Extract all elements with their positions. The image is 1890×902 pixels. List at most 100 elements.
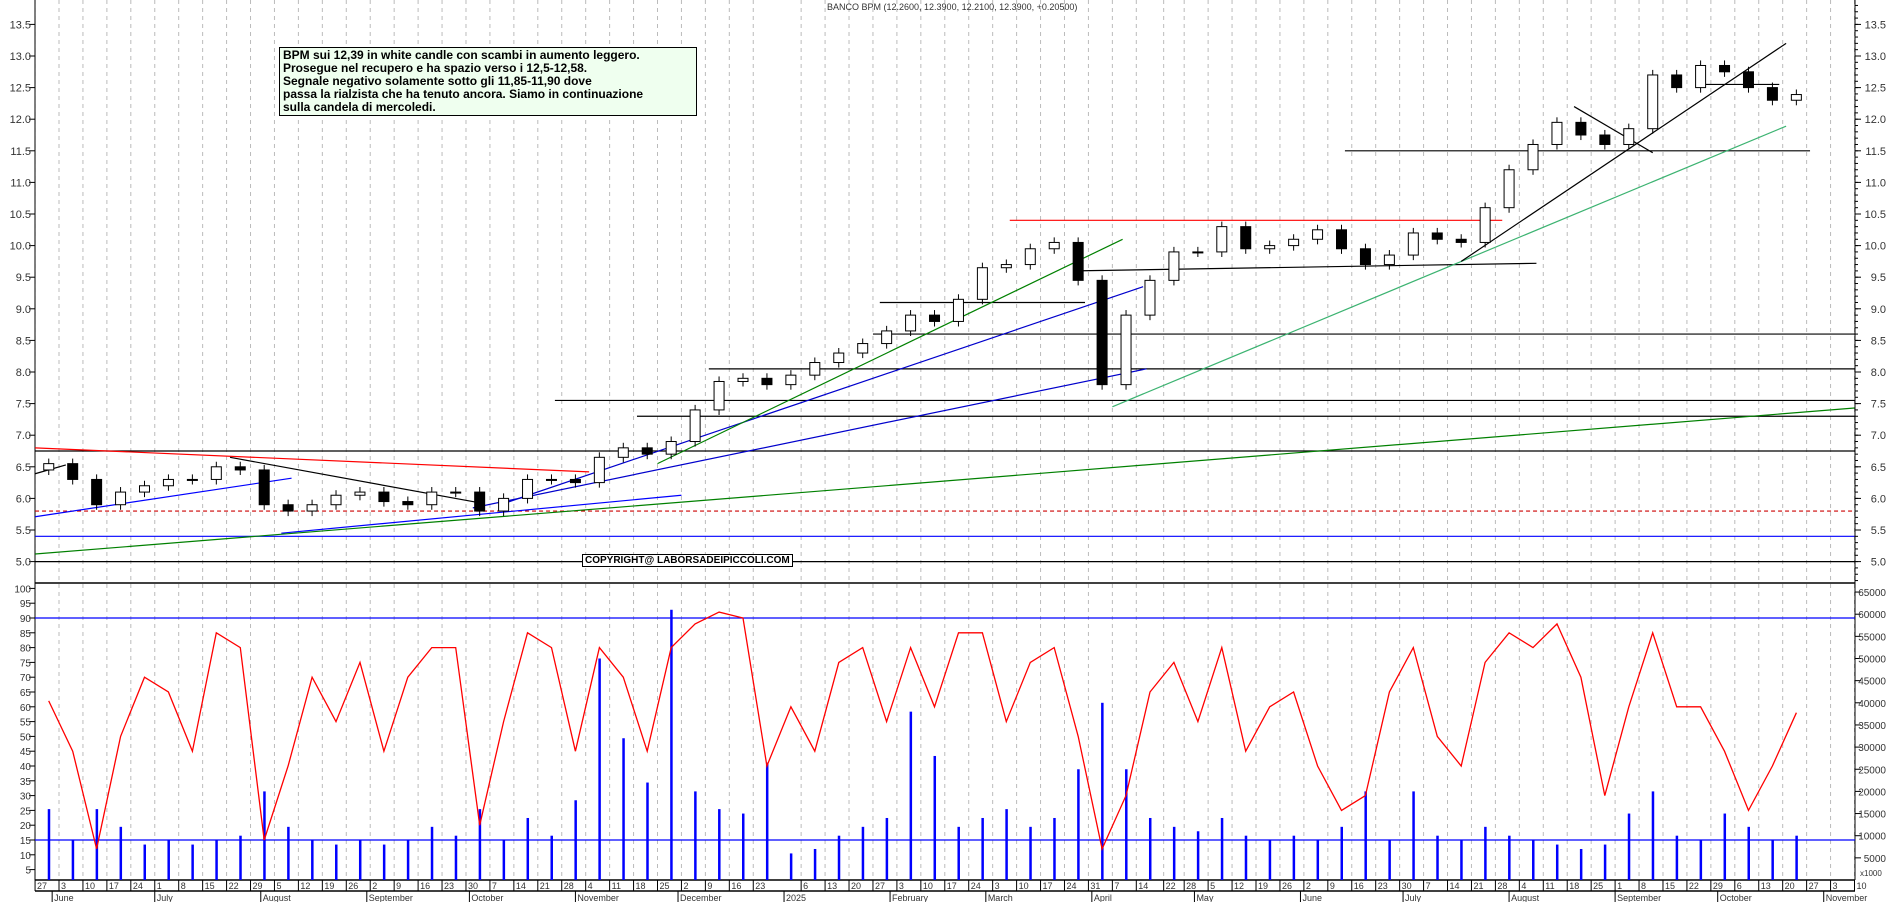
candle-up <box>1024 248 1036 266</box>
oscillator-tick-label: 5 <box>25 866 31 877</box>
month-tick-label: November <box>1826 893 1868 902</box>
candle-up <box>1407 232 1419 256</box>
volume-bar <box>1148 817 1152 880</box>
price-tick-label-left: 9.0 <box>16 304 31 316</box>
price-tick-label-left: 13.5 <box>10 19 31 31</box>
date-tick-label: 18 <box>636 881 646 891</box>
candle-up <box>1479 207 1491 243</box>
volume-tick-label: 20000 <box>1858 787 1886 798</box>
date-tick-label: 22 <box>1689 881 1699 891</box>
date-tick-label: 15 <box>1665 881 1675 891</box>
price-tick-label-left: 5.5 <box>16 525 31 537</box>
oscillator-tick-label: 65 <box>20 688 32 699</box>
oscillator-tick-label: 85 <box>20 629 32 640</box>
annotation-line: BPM sui 12,39 in white candle con scambi… <box>283 48 640 62</box>
candle-up <box>1288 238 1300 247</box>
price-tick-label: 5.5 <box>1871 525 1886 537</box>
volume-tick-label: 60000 <box>1858 610 1886 621</box>
candle-up <box>545 478 557 481</box>
volume-bar <box>71 840 75 880</box>
volume-bar <box>1795 835 1798 880</box>
month-tick-label: September <box>1617 893 1661 902</box>
date-tick-label: 7 <box>1426 881 1431 891</box>
date-tick-label: 2 <box>683 881 688 891</box>
price-tick-label: 11.0 <box>1865 177 1886 189</box>
candle-down <box>1072 241 1084 281</box>
volume-bar <box>502 840 506 880</box>
candle-down <box>569 478 581 484</box>
oscillator-tick-label: 70 <box>20 673 32 684</box>
candle-down <box>258 469 270 506</box>
volume-bar <box>718 809 721 880</box>
candle-up <box>881 330 893 345</box>
month-tick-label: June <box>1302 893 1322 902</box>
volume-bar <box>311 840 314 880</box>
candle-down <box>1671 74 1683 89</box>
volume-bar <box>1603 844 1607 880</box>
candle-up <box>162 478 174 487</box>
date-tick-label: 29 <box>1713 881 1723 891</box>
oscillator-tick-label: 35 <box>20 777 32 788</box>
volume-bar <box>789 853 793 880</box>
trend-line <box>1573 106 1654 154</box>
date-tick-label: 19 <box>1258 881 1268 891</box>
date-tick-label: 3 <box>995 881 1000 891</box>
volume-bar <box>287 826 290 880</box>
candle-up <box>426 491 438 506</box>
volume-bar <box>957 826 960 880</box>
volume-bar <box>861 826 865 880</box>
candle-up <box>1647 74 1659 130</box>
volume-tick-label: 30000 <box>1858 743 1886 754</box>
candle-up <box>450 491 462 494</box>
annotation-box: BPM sui 12,39 in white candle con scambi… <box>279 47 697 116</box>
date-tick-label: 17 <box>109 881 119 891</box>
date-tick-label: 16 <box>1354 881 1364 891</box>
date-tick-label: 31 <box>1090 881 1100 891</box>
date-tick-label: 10 <box>85 881 95 891</box>
volume-tick-label: 55000 <box>1858 632 1886 643</box>
date-tick-label: 5 <box>276 881 281 891</box>
month-tick-label: October <box>1720 893 1752 902</box>
month-tick-label: November <box>577 893 619 902</box>
volume-bar <box>1579 848 1583 880</box>
volume-bar <box>1388 840 1391 880</box>
volume-bar <box>454 835 458 880</box>
date-tick-label: 20 <box>1785 881 1795 891</box>
candle-up <box>689 409 701 443</box>
candle-up <box>1527 143 1539 171</box>
price-tick-label-left: 12.5 <box>10 83 31 95</box>
volume-bar <box>1340 826 1343 880</box>
volume-bar <box>1771 840 1774 880</box>
date-tick-label: 3 <box>61 881 66 891</box>
trend-line <box>34 477 292 518</box>
price-tick-label-left: 5.0 <box>16 557 31 569</box>
volume-bar <box>1268 840 1272 880</box>
date-tick-label: 16 <box>420 881 430 891</box>
date-tick-label: 22 <box>1166 881 1176 891</box>
candle-down <box>1742 71 1754 89</box>
price-tick-label-left: 8.5 <box>16 335 31 347</box>
date-tick-label: 14 <box>516 881 526 891</box>
date-tick-label: 29 <box>253 881 263 891</box>
price-tick-label: 9.0 <box>1871 304 1886 316</box>
volume-bar <box>1484 826 1487 880</box>
volume-tick-label: 40000 <box>1858 699 1886 710</box>
copyright-label: COPYRIGHT@ LABORSADEIPICCOLI.COM <box>582 554 793 567</box>
price-tick-label: 10.5 <box>1865 209 1886 221</box>
trend-line <box>499 286 1144 506</box>
volume-bar <box>885 817 889 880</box>
candle-down <box>402 501 414 506</box>
candle-down <box>1575 121 1587 136</box>
candle-up <box>952 298 964 322</box>
price-tick-label-left: 13.0 <box>10 51 31 63</box>
volume-bar <box>1747 826 1750 880</box>
candle-up <box>737 377 749 382</box>
volume-bar <box>1220 817 1224 880</box>
candle-up <box>1264 245 1276 250</box>
annotation-line: passa la rialzista che ha tenuto ancora.… <box>283 87 644 101</box>
price-tick-label-left: 12.0 <box>10 114 31 126</box>
volume-bar <box>598 658 601 880</box>
date-tick-label: 3 <box>899 881 904 891</box>
volume-bar <box>239 835 242 880</box>
price-tick-label: 13.5 <box>1865 19 1886 31</box>
